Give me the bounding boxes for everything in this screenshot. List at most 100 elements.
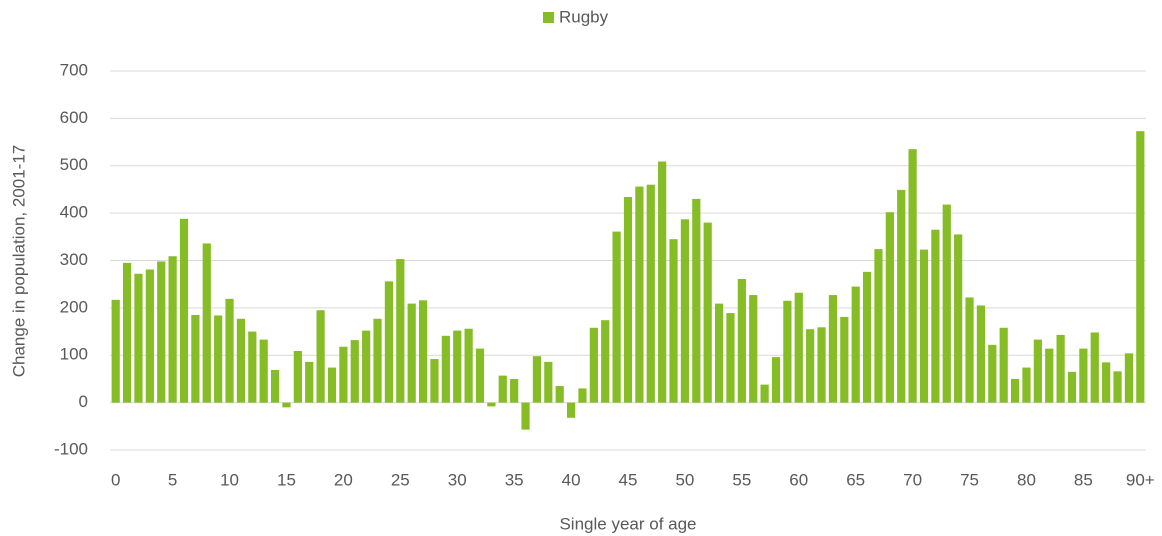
bar [202,243,211,403]
bar [293,350,302,403]
bar [1113,371,1122,403]
bar [999,327,1008,403]
bar [954,234,963,403]
bar [384,281,394,403]
y-tick-label: 100 [60,345,88,364]
y-tick-label: 500 [60,155,88,174]
bar [771,357,781,403]
bar [498,375,507,403]
bar [1090,332,1099,403]
bar [635,186,644,403]
y-tick-label: -100 [54,439,88,458]
bar [669,239,678,403]
bar [1136,131,1145,403]
x-tick-label: 35 [505,470,524,489]
bar [749,295,758,403]
bar [168,256,177,403]
bar [692,198,701,403]
bar [475,348,485,403]
x-tick-label: 0 [111,470,120,489]
x-tick-label: 40 [562,470,581,489]
bar [885,212,894,403]
bar [612,231,621,403]
bar [976,305,986,403]
bar [1022,367,1031,403]
bar [1010,378,1020,403]
bar [362,330,371,403]
bar [248,331,257,403]
x-tick-label: 60 [789,470,808,489]
bar [430,359,439,403]
bar [1056,334,1065,403]
bar [1079,348,1088,403]
bar [828,295,838,403]
bar [897,189,906,403]
bar [988,344,997,403]
bar [714,303,724,403]
y-tick-label: 400 [60,203,88,222]
y-tick-label: 0 [79,392,88,411]
bar [589,327,598,403]
bar [566,402,576,418]
bar [532,356,542,403]
bar [919,249,929,403]
bar [487,402,496,407]
bar [783,300,792,403]
bar [658,161,667,403]
x-tick-label: 10 [220,470,239,489]
bar [191,314,200,403]
y-tick-label: 300 [60,250,88,269]
bar [1102,362,1111,403]
bar [521,402,530,430]
bar [737,278,746,403]
x-tick-label: 65 [846,470,865,489]
bar [555,386,564,403]
bar [578,388,587,403]
bar [851,286,860,403]
bar [122,262,132,403]
bar [464,328,473,403]
bar [339,346,348,403]
bar [510,378,519,403]
y-tick-label: 200 [60,297,88,316]
bar [441,335,450,403]
bar [418,300,428,403]
bar [601,320,610,403]
bar [407,303,416,403]
x-tick-label: 80 [1017,470,1036,489]
bar [1033,339,1042,403]
bar [316,310,325,403]
x-tick-label: 75 [960,470,979,489]
x-tick-label: 55 [732,470,751,489]
bar [305,361,314,403]
bar [225,298,234,403]
bar [259,339,268,403]
x-tick-label: 30 [448,470,467,489]
bar [236,318,246,403]
legend-label: Rugby [559,7,609,26]
bar [179,218,189,403]
bar [965,297,974,403]
bar [145,269,154,403]
x-tick-label: 45 [619,470,638,489]
bar [1067,371,1077,403]
bar [157,261,166,403]
bar [760,384,769,403]
x-tick-label: 50 [675,470,694,489]
bar [726,313,735,403]
legend-swatch [543,12,554,23]
bar [1045,348,1054,403]
bar [373,318,382,403]
bar [134,273,143,403]
x-tick-label: 70 [903,470,922,489]
bar [327,367,337,403]
bar [806,329,815,403]
x-tick-label: 15 [277,470,296,489]
bar [908,149,917,403]
bar [680,219,690,403]
x-tick-label: 5 [168,470,177,489]
bar [646,184,655,403]
bar [214,315,223,403]
x-tick-label: 20 [334,470,353,489]
bar [396,259,405,403]
